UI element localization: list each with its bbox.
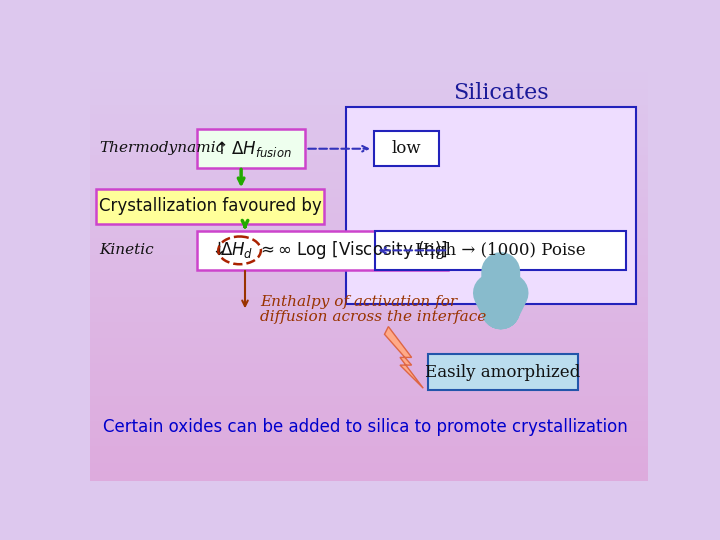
Bar [90, 298, 648, 306]
Bar [90, 464, 648, 472]
Bar [90, 231, 648, 239]
FancyBboxPatch shape [346, 107, 636, 303]
Bar [90, 256, 648, 265]
Text: $\uparrow \Delta H_{fusion}$: $\uparrow \Delta H_{fusion}$ [211, 139, 292, 159]
FancyBboxPatch shape [96, 189, 324, 224]
Text: $\Delta H_d$: $\Delta H_d$ [220, 240, 253, 260]
Bar [90, 356, 648, 364]
Text: Silicates: Silicates [453, 82, 549, 104]
Bar [90, 381, 648, 389]
FancyBboxPatch shape [197, 231, 448, 269]
Bar [90, 82, 648, 90]
Bar [90, 273, 648, 281]
Bar [90, 447, 648, 456]
Bar [90, 472, 648, 481]
FancyBboxPatch shape [374, 131, 438, 166]
Bar [90, 439, 648, 447]
Text: Enthalpy of activation for: Enthalpy of activation for [261, 295, 458, 309]
Bar [90, 364, 648, 373]
Bar [90, 73, 648, 82]
Bar [90, 156, 648, 165]
FancyBboxPatch shape [375, 231, 626, 269]
Bar [90, 348, 648, 356]
Bar [90, 373, 648, 381]
Bar [90, 431, 648, 439]
Bar [90, 181, 648, 190]
FancyBboxPatch shape [428, 354, 578, 390]
Bar [90, 214, 648, 223]
Polygon shape [384, 327, 423, 388]
Bar [90, 65, 648, 73]
Bar [90, 190, 648, 198]
Bar [90, 114, 648, 123]
Bar [90, 389, 648, 397]
Bar [90, 406, 648, 414]
Text: Crystallization favoured by: Crystallization favoured by [99, 198, 322, 215]
Bar [90, 239, 648, 248]
Text: Certain oxides can be added to silica to promote crystallization: Certain oxides can be added to silica to… [103, 418, 628, 436]
Bar [90, 248, 648, 256]
Text: Easily amorphized: Easily amorphized [426, 363, 581, 381]
FancyBboxPatch shape [197, 129, 305, 168]
Bar [90, 223, 648, 231]
Bar [90, 306, 648, 314]
Bar [90, 123, 648, 131]
Bar [90, 106, 648, 114]
Bar [90, 322, 648, 331]
Bar [90, 98, 648, 106]
Text: High → (1000) Poise: High → (1000) Poise [415, 242, 586, 259]
Bar [90, 339, 648, 348]
Text: Thermodynamic: Thermodynamic [99, 141, 225, 155]
Text: diffusion across the interface: diffusion across the interface [261, 309, 487, 323]
Bar [90, 281, 648, 289]
Bar [90, 148, 648, 156]
Bar [90, 289, 648, 298]
Bar [90, 173, 648, 181]
Bar [90, 397, 648, 406]
Bar [90, 265, 648, 273]
Bar [90, 140, 648, 148]
Bar [90, 456, 648, 464]
Bar [90, 198, 648, 206]
Bar [90, 206, 648, 214]
Text: low: low [392, 140, 421, 157]
Text: Kinetic: Kinetic [99, 242, 154, 256]
Text: $\approx\infty$ Log [Viscosity (η)]: $\approx\infty$ Log [Viscosity (η)] [256, 239, 447, 261]
Text: $\downarrow$: $\downarrow$ [208, 241, 225, 259]
Bar [90, 314, 648, 322]
Bar [90, 165, 648, 173]
Bar [90, 422, 648, 431]
Bar [90, 90, 648, 98]
Bar [90, 414, 648, 422]
Bar [90, 331, 648, 339]
Bar [90, 131, 648, 140]
